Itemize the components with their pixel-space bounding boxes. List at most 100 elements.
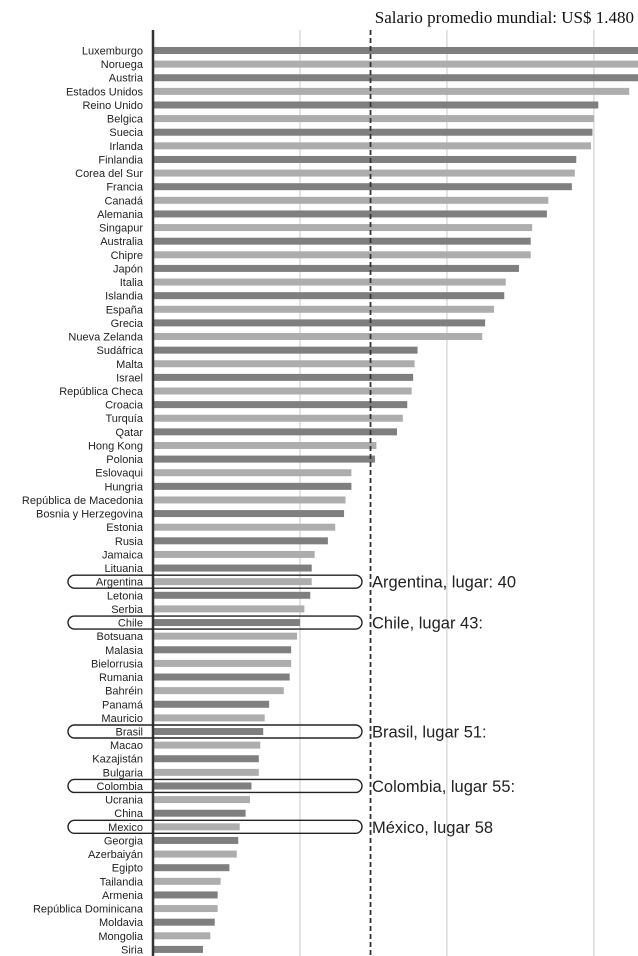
category-label: Botsuana xyxy=(97,631,144,643)
category-label: Qatar xyxy=(115,427,143,439)
bar xyxy=(153,646,292,654)
category-label: Hungria xyxy=(104,481,143,493)
bar xyxy=(153,591,311,599)
grid-lines xyxy=(299,30,595,956)
category-label: Georgia xyxy=(104,835,144,847)
bar xyxy=(153,264,519,272)
highlight-outline xyxy=(67,615,363,630)
category-label: Bahréin xyxy=(105,686,143,698)
category-label: Rumania xyxy=(99,672,144,684)
category-label: Bielorrusia xyxy=(91,658,144,670)
bar xyxy=(153,60,638,68)
bar xyxy=(153,360,415,368)
category-label: Tailandia xyxy=(100,876,144,888)
category-label: Ucrania xyxy=(105,795,144,807)
bar xyxy=(153,155,577,163)
category-label: Bulgaria xyxy=(103,767,144,779)
category-label: Corea del Sur xyxy=(75,168,143,180)
category-label: Mauricio xyxy=(101,713,143,725)
bars xyxy=(153,47,638,953)
category-label: Sudáfrica xyxy=(97,345,144,357)
category-label: Turquía xyxy=(105,413,143,425)
bar xyxy=(153,945,203,953)
bar xyxy=(153,700,270,708)
bar xyxy=(153,905,218,913)
bar xyxy=(153,455,375,463)
bar xyxy=(153,428,397,436)
category-label: República Dominicana xyxy=(33,904,144,916)
bar xyxy=(153,768,259,776)
highlights: Argentina, lugar: 40 Chile, lugar 43: Bras… xyxy=(67,574,516,837)
bar xyxy=(153,932,211,940)
bar xyxy=(153,183,572,191)
category-label: Mongolia xyxy=(98,931,144,943)
category-label: Canadá xyxy=(104,195,143,207)
category-label: Mexico xyxy=(108,822,143,834)
category-label: Suecia xyxy=(109,127,144,139)
bar xyxy=(153,251,531,259)
bar xyxy=(153,741,261,749)
bar xyxy=(153,305,494,313)
category-label: Rusia xyxy=(115,536,144,548)
bar xyxy=(153,578,312,586)
category-label: Siria xyxy=(121,944,144,956)
bar xyxy=(153,333,483,341)
bar xyxy=(153,237,531,245)
bar xyxy=(153,496,346,504)
bar xyxy=(153,673,290,681)
category-label: España xyxy=(106,304,144,316)
category-label: Singapur xyxy=(99,223,143,235)
category-label: Israel xyxy=(116,372,143,384)
highlight-annotation: Brasil, lugar 51: xyxy=(372,724,487,742)
bar xyxy=(153,196,549,204)
category-label: Nueva Zelanda xyxy=(68,332,143,344)
bar xyxy=(153,918,215,926)
category-label: Malta xyxy=(116,359,144,371)
bar xyxy=(153,537,328,545)
category-label: Australia xyxy=(100,236,144,248)
category-label: Chile xyxy=(118,618,143,630)
bar xyxy=(153,823,240,831)
highlight-outline xyxy=(67,778,363,794)
bar xyxy=(153,115,594,123)
category-label: Grecia xyxy=(111,318,144,330)
bar xyxy=(153,850,237,858)
bar xyxy=(153,278,506,286)
category-label: Brasil xyxy=(115,727,143,739)
bar xyxy=(153,659,292,667)
highlight-annotation: México, lugar 58 xyxy=(372,819,493,837)
bar xyxy=(153,142,591,150)
bar xyxy=(153,401,408,409)
bar xyxy=(153,373,414,381)
category-label: Italia xyxy=(120,277,144,289)
bar xyxy=(153,714,265,722)
category-label: Colombia xyxy=(97,781,144,793)
category-label: Francia xyxy=(106,182,144,194)
bar xyxy=(153,523,336,531)
bar xyxy=(153,877,221,885)
highlight-outline xyxy=(67,724,363,739)
bar xyxy=(153,864,230,872)
category-label: Eslovaqui xyxy=(95,468,143,480)
category-label: Croacia xyxy=(105,400,144,412)
category-label: Egipto xyxy=(112,863,143,875)
category-label: Islandia xyxy=(105,291,144,303)
category-label: Finlandia xyxy=(98,154,144,166)
bar xyxy=(153,414,403,422)
bar xyxy=(153,87,630,95)
bar xyxy=(153,346,418,354)
bar xyxy=(153,632,298,640)
highlight-annotation: Argentina, lugar: 40 xyxy=(372,574,516,592)
category-label: República Checa xyxy=(59,386,144,398)
category-label: Bosnia y Herzegovina xyxy=(36,509,144,521)
bar xyxy=(153,469,352,477)
category-label: Noruega xyxy=(101,59,144,71)
category-label: China xyxy=(114,808,144,820)
category-label: Armenia xyxy=(102,890,144,902)
highlight-outline xyxy=(67,574,363,589)
category-label: Moldavia xyxy=(99,917,144,929)
category-label: Letonia xyxy=(107,590,144,602)
category-label: Malasia xyxy=(105,645,144,657)
